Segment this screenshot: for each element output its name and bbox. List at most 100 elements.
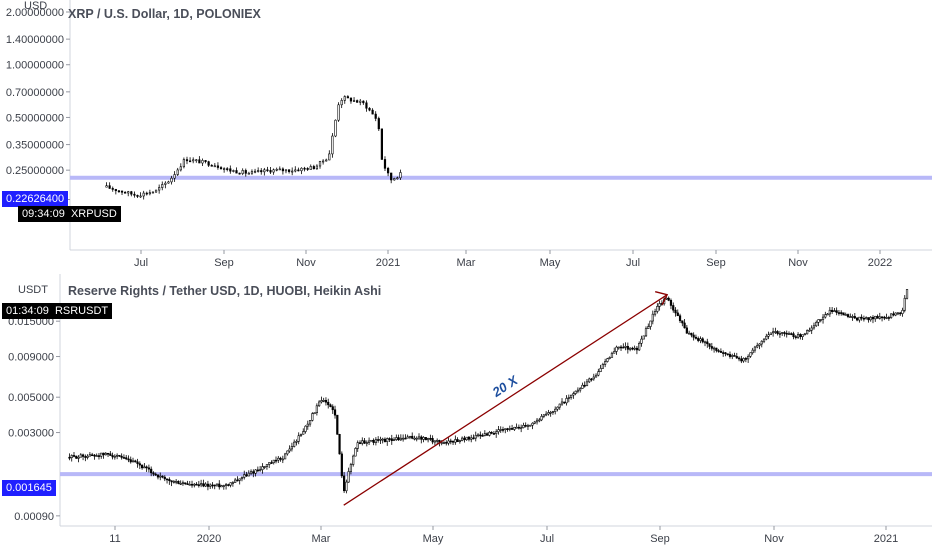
candle-body bbox=[483, 433, 486, 436]
candle-body bbox=[581, 384, 584, 389]
candle-body bbox=[649, 320, 652, 327]
candle-body bbox=[337, 104, 340, 121]
candle-body bbox=[75, 455, 78, 459]
candle-body bbox=[223, 168, 226, 170]
candle-body bbox=[161, 184, 164, 188]
candle-body bbox=[597, 371, 600, 376]
candle-body bbox=[386, 168, 390, 174]
candle-body bbox=[102, 452, 105, 456]
candle-body bbox=[433, 440, 437, 443]
candle-body bbox=[290, 446, 294, 450]
candle-body bbox=[161, 475, 164, 478]
candle-body bbox=[867, 317, 870, 321]
candle-body bbox=[322, 160, 325, 163]
candle-body bbox=[776, 331, 779, 334]
candle-body bbox=[283, 453, 287, 460]
candle-body bbox=[312, 166, 315, 170]
x-tick-label: Sep bbox=[650, 533, 670, 545]
candle-body bbox=[240, 477, 244, 480]
candle-body bbox=[118, 454, 121, 457]
candle-body bbox=[492, 433, 496, 435]
candle-body bbox=[560, 401, 564, 405]
candle-body bbox=[252, 471, 255, 474]
candle-body bbox=[154, 189, 158, 193]
candle-body bbox=[631, 347, 634, 350]
candle-body bbox=[801, 334, 804, 337]
candle-body bbox=[792, 333, 795, 337]
candle-body bbox=[346, 96, 349, 99]
candle-body bbox=[765, 335, 768, 340]
candle-body bbox=[70, 455, 73, 458]
candle-body bbox=[533, 421, 536, 424]
candle-body bbox=[781, 332, 784, 334]
candle-body bbox=[495, 431, 498, 434]
candle-body bbox=[147, 467, 151, 470]
candle-body bbox=[333, 409, 337, 416]
candle-body bbox=[200, 483, 203, 486]
candle-body bbox=[449, 440, 452, 443]
candle-body bbox=[751, 349, 754, 354]
x-tick-label: Nov bbox=[764, 533, 784, 545]
candle-body bbox=[207, 161, 210, 166]
candle-body bbox=[340, 453, 343, 477]
candle-body bbox=[653, 311, 657, 315]
candle-body bbox=[812, 325, 816, 329]
candle-body bbox=[195, 483, 198, 486]
candle-body bbox=[417, 436, 421, 439]
candle-body bbox=[179, 483, 182, 485]
candle-body bbox=[136, 461, 139, 464]
candle-body bbox=[213, 165, 216, 168]
candle-body bbox=[277, 457, 280, 461]
candle-body bbox=[206, 483, 210, 487]
candle-body bbox=[594, 374, 598, 378]
candle-body bbox=[712, 347, 716, 350]
support-line bbox=[70, 175, 932, 180]
candle-body bbox=[127, 191, 130, 194]
candle-body bbox=[68, 456, 71, 459]
candle-body bbox=[266, 169, 269, 172]
candle-body bbox=[286, 450, 289, 455]
candle-body bbox=[688, 332, 691, 335]
candle-body bbox=[899, 312, 902, 315]
candle-body bbox=[819, 319, 822, 321]
candle-body bbox=[715, 347, 718, 351]
candle-body bbox=[108, 185, 111, 189]
candle-body bbox=[601, 364, 604, 369]
y-tick-label: 1.00000000 bbox=[6, 60, 64, 72]
candle-body bbox=[201, 160, 204, 164]
candle-body bbox=[542, 414, 545, 417]
candle-body bbox=[386, 438, 389, 442]
y-tick-label: 0.70000000 bbox=[6, 87, 64, 99]
candle-body bbox=[120, 190, 124, 193]
candle-body bbox=[415, 437, 418, 440]
candle-body bbox=[422, 437, 425, 440]
candle-body bbox=[129, 459, 132, 463]
candle-body bbox=[753, 346, 757, 351]
candle-body bbox=[406, 436, 409, 439]
candle-body bbox=[617, 346, 620, 349]
candle-body bbox=[678, 315, 682, 322]
candle-body bbox=[728, 354, 732, 357]
candle-body bbox=[472, 437, 475, 440]
candle-body bbox=[97, 455, 101, 457]
candle-body bbox=[371, 109, 374, 115]
candle-body bbox=[733, 355, 736, 357]
candle-body bbox=[749, 352, 752, 357]
growth-annotation: 20 X bbox=[489, 372, 522, 400]
candle-body bbox=[892, 313, 895, 316]
candle-body bbox=[431, 438, 434, 443]
candle-body bbox=[193, 483, 196, 486]
candle-body bbox=[574, 390, 577, 394]
candle-body bbox=[318, 160, 322, 167]
candle-body bbox=[785, 332, 788, 335]
candle-body bbox=[143, 466, 146, 469]
candle-body bbox=[508, 428, 511, 430]
candle-body bbox=[293, 441, 296, 447]
candle-body bbox=[479, 434, 482, 437]
candle-body bbox=[810, 327, 813, 331]
rsr-time-label: 01:34:09 RSRUSDT bbox=[2, 303, 113, 319]
candle-body bbox=[486, 433, 489, 436]
candle-body bbox=[855, 317, 859, 321]
candle-body bbox=[517, 426, 520, 429]
candle-body bbox=[374, 439, 377, 443]
